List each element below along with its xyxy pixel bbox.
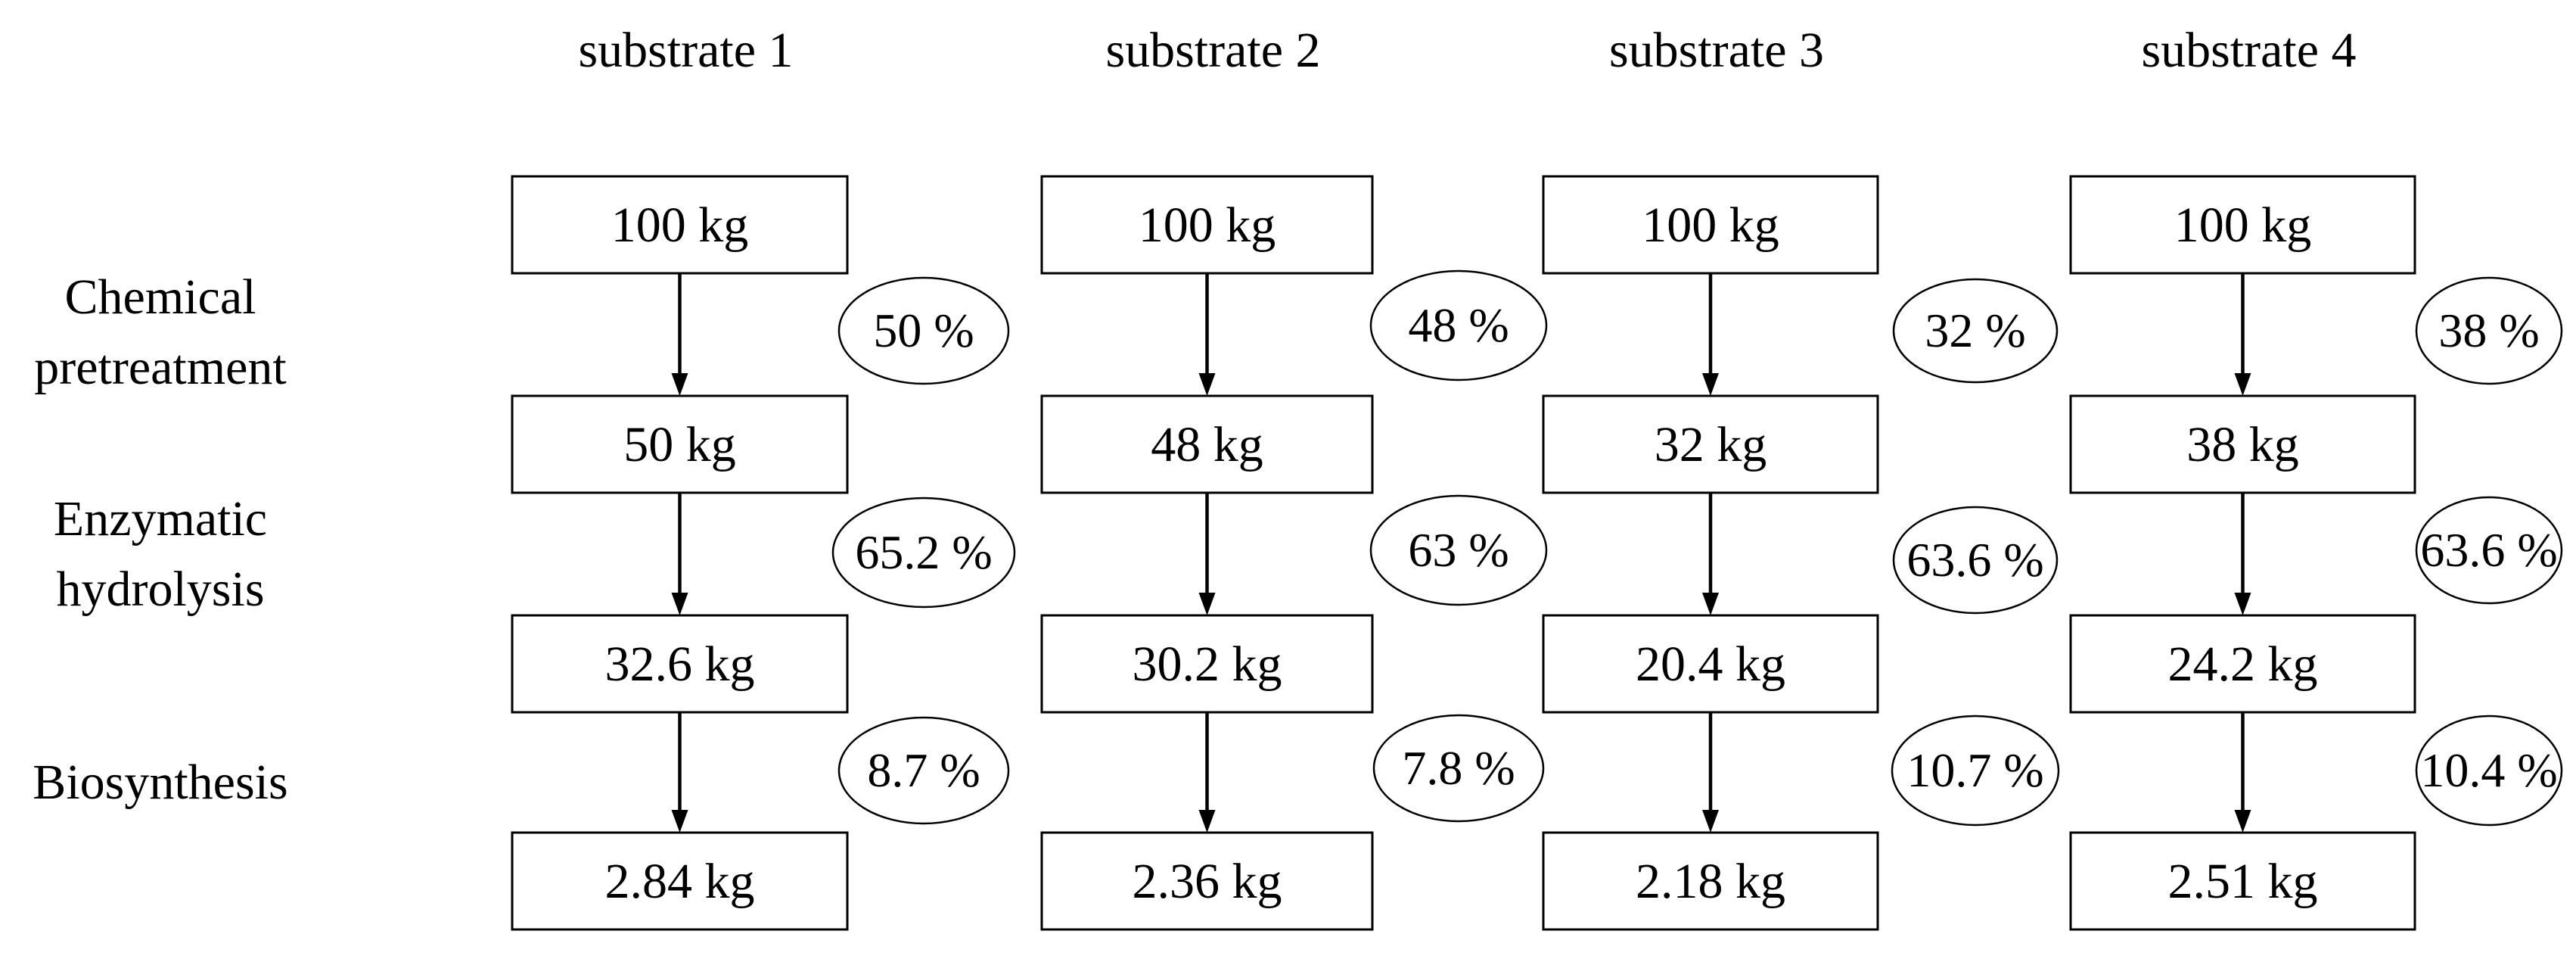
substrate-header-4: substrate 4: [2141, 23, 2356, 78]
yield-value-3-2: 63.6 %: [1906, 533, 2043, 587]
yield-ellipse-1-2: [831, 497, 1016, 609]
mass-box-3-3: [1542, 614, 1879, 714]
arrow-head-2-3: [1198, 810, 1216, 833]
mass-value-3-1: 100 kg: [1642, 198, 1779, 253]
mass-box-2-3: [1040, 614, 1374, 714]
yield-value-4-2: 63.6 %: [2420, 523, 2557, 577]
mass-box-4-2: [2069, 394, 2416, 494]
arrow-head-3-1: [1702, 373, 1719, 396]
arrow-head-4-1: [2234, 373, 2251, 396]
mass-value-3-3: 20.4 kg: [1636, 637, 1785, 692]
yield-ellipse-1-3: [837, 716, 1010, 825]
mass-value-1-3: 32.6 kg: [605, 637, 755, 692]
mass-value-2-1: 100 kg: [1139, 198, 1276, 253]
yield-value-2-2: 63 %: [1408, 523, 1509, 577]
mass-value-1-2: 50 kg: [623, 417, 736, 472]
mass-box-3-4: [1542, 831, 1879, 931]
yield-ellipse-3-3: [1891, 715, 2060, 827]
arrow-head-3-2: [1702, 593, 1719, 615]
yield-value-1-2: 65.2 %: [855, 525, 992, 579]
yield-ellipse-4-2: [2415, 496, 2563, 605]
arrow-head-2-2: [1198, 593, 1216, 615]
yield-ellipse-4-3: [2415, 715, 2563, 827]
arrow-head-2-1: [1198, 373, 1216, 396]
mass-value-3-2: 32 kg: [1655, 417, 1767, 472]
yield-ellipse-2-2: [1369, 494, 1548, 606]
substrate-columns: substrate 1 100 kg 50 kg 32.6 kg 2.84 kg 50 %…: [511, 23, 2563, 931]
mass-box-3-1: [1542, 175, 1879, 275]
substrate-column-1: substrate 1 100 kg 50 kg 32.6 kg 2.84 kg 50 %…: [511, 23, 1016, 931]
arrow-head-3-3: [1702, 810, 1719, 833]
substrate-column-2: substrate 2 100 kg 48 kg 30.2 kg 2.36 kg 48 %…: [1040, 23, 1548, 931]
mass-box-2-1: [1040, 175, 1374, 275]
mass-box-1-4: [511, 831, 849, 931]
yield-value-4-1: 38 %: [2438, 304, 2539, 357]
arrow-head-4-2: [2234, 593, 2251, 615]
mass-value-2-2: 48 kg: [1151, 417, 1263, 472]
arrow-head-1-2: [671, 593, 688, 615]
mass-box-3-2: [1542, 394, 1879, 494]
stage-label-enzymatic-line1: Enzymatic: [54, 491, 267, 546]
mass-value-4-3: 24.2 kg: [2168, 637, 2318, 692]
substrate-column-4: substrate 4 100 kg 38 kg 24.2 kg 2.51 kg 38 %…: [2069, 23, 2563, 931]
mass-value-2-4: 2.36 kg: [1133, 854, 1282, 909]
stage-label-biosynthesis: Biosynthesis: [33, 755, 287, 810]
yield-ellipse-1-1: [837, 276, 1010, 385]
yield-value-1-3: 8.7 %: [867, 743, 980, 797]
stage-label-enzymatic-line2: hydrolysis: [56, 562, 264, 617]
mass-box-1-1: [511, 175, 849, 275]
yield-ellipse-2-1: [1369, 269, 1548, 381]
mass-value-4-1: 100 kg: [2174, 198, 2312, 253]
mass-box-4-1: [2069, 175, 2416, 275]
yield-value-2-1: 48 %: [1408, 298, 1509, 352]
mass-value-4-4: 2.51 kg: [2168, 854, 2318, 909]
arrow-head-1-3: [671, 810, 688, 833]
yield-ellipse-2-3: [1372, 714, 1545, 823]
mass-box-1-3: [511, 614, 849, 714]
yield-value-3-3: 10.7 %: [1906, 743, 2043, 797]
mass-box-4-3: [2069, 614, 2416, 714]
mass-box-2-2: [1040, 394, 1374, 494]
mass-value-2-3: 30.2 kg: [1133, 637, 1282, 692]
arrow-head-1-1: [671, 373, 688, 396]
substrate-header-1: substrate 1: [578, 23, 793, 78]
mass-value-1-1: 100 kg: [611, 198, 749, 253]
substrate-header-2: substrate 2: [1105, 23, 1320, 78]
stage-label-chemical-line1: Chemical: [65, 269, 256, 325]
mass-value-4-2: 38 kg: [2186, 417, 2299, 472]
mass-value-3-4: 2.18 kg: [1636, 854, 1785, 909]
arrow-head-4-3: [2234, 810, 2251, 833]
yield-value-2-3: 7.8 %: [1402, 741, 1515, 795]
substrate-column-3: substrate 3 100 kg 32 kg 20.4 kg 2.18 kg 32 %…: [1542, 23, 2060, 931]
mass-box-2-4: [1040, 831, 1374, 931]
mass-box-1-2: [511, 394, 849, 494]
yield-ellipse-3-1: [1892, 278, 2059, 384]
yield-value-3-1: 32 %: [1925, 304, 2025, 357]
substrate-header-3: substrate 3: [1609, 23, 1824, 78]
yield-value-4-3: 10.4 %: [2420, 743, 2557, 797]
stage-labels: Chemical pretreatment Enzymatic hydrolys…: [33, 269, 287, 810]
mass-box-4-4: [2069, 831, 2416, 931]
yield-value-1-1: 50 %: [873, 304, 974, 357]
yield-ellipse-4-1: [2415, 276, 2563, 385]
mass-value-1-4: 2.84 kg: [605, 854, 755, 909]
stage-label-chemical-line2: pretreatment: [34, 340, 286, 395]
yield-ellipse-3-2: [1892, 506, 2059, 615]
